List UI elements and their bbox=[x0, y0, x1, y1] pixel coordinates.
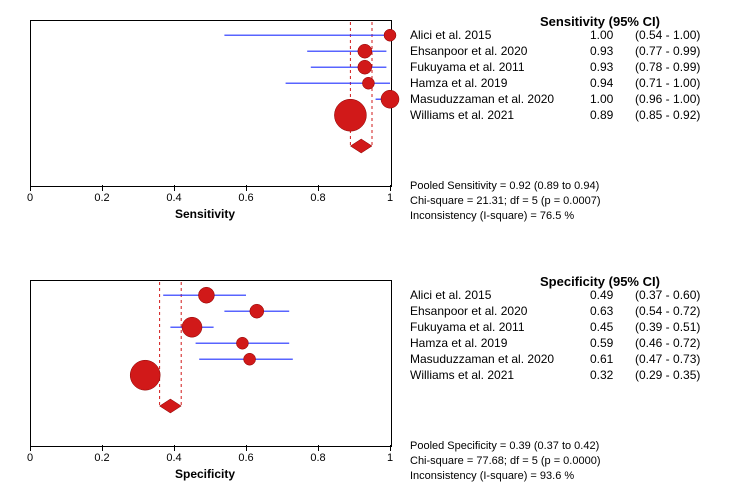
study-marker bbox=[198, 287, 214, 303]
study-ci: (0.37 - 0.60) bbox=[635, 288, 700, 302]
stat-line: Inconsistency (I-square) = 93.6 % bbox=[410, 470, 574, 482]
axis-label: Sensitivity bbox=[175, 207, 235, 221]
study-ci: (0.39 - 0.51) bbox=[635, 320, 700, 334]
axis-tick-label: 0.2 bbox=[94, 452, 109, 464]
axis-tick bbox=[102, 445, 103, 451]
study-marker bbox=[250, 304, 264, 318]
study-ci: (0.46 - 0.72) bbox=[635, 336, 700, 350]
study-ci: (0.47 - 0.73) bbox=[635, 352, 700, 366]
study-estimate: 0.63 bbox=[590, 304, 613, 318]
axis-tick-label: 0.2 bbox=[94, 192, 109, 204]
study-name: Hamza et al. 2019 bbox=[410, 76, 507, 90]
study-estimate: 0.94 bbox=[590, 76, 613, 90]
stat-line: Chi-square = 21.31; df = 5 (p = 0.0007) bbox=[410, 195, 601, 207]
study-ci: (0.54 - 1.00) bbox=[635, 28, 700, 42]
stat-line: Pooled Sensitivity = 0.92 (0.89 to 0.94) bbox=[410, 180, 599, 192]
axis-tick-label: 0.4 bbox=[166, 452, 181, 464]
column-header: Sensitivity (95% CI) bbox=[540, 14, 660, 29]
axis-tick bbox=[30, 185, 31, 191]
study-ci: (0.54 - 0.72) bbox=[635, 304, 700, 318]
study-estimate: 1.00 bbox=[590, 92, 613, 106]
study-name: Williams et al. 2021 bbox=[410, 368, 514, 382]
study-marker bbox=[384, 29, 396, 41]
forest-svg bbox=[30, 20, 390, 185]
study-marker bbox=[334, 99, 366, 131]
study-marker bbox=[358, 44, 372, 58]
study-marker bbox=[381, 90, 399, 108]
study-estimate: 1.00 bbox=[590, 28, 613, 42]
axis-tick bbox=[246, 445, 247, 451]
study-name: Hamza et al. 2019 bbox=[410, 336, 507, 350]
study-marker bbox=[362, 77, 374, 89]
study-estimate: 0.89 bbox=[590, 108, 613, 122]
study-ci: (0.71 - 1.00) bbox=[635, 76, 700, 90]
study-ci: (0.85 - 0.92) bbox=[635, 108, 700, 122]
axis-tick-label: 0.6 bbox=[238, 192, 253, 204]
study-estimate: 0.93 bbox=[590, 44, 613, 58]
axis-tick bbox=[174, 185, 175, 191]
axis-tick bbox=[390, 185, 391, 191]
axis-tick-label: 0.8 bbox=[310, 452, 325, 464]
study-name: Williams et al. 2021 bbox=[410, 108, 514, 122]
axis-tick bbox=[318, 445, 319, 451]
study-estimate: 0.61 bbox=[590, 352, 613, 366]
study-estimate: 0.93 bbox=[590, 60, 613, 74]
study-name: Masuduzzaman et al. 2020 bbox=[410, 352, 554, 366]
study-name: Alici et al. 2015 bbox=[410, 288, 491, 302]
study-ci: (0.77 - 0.99) bbox=[635, 44, 700, 58]
axis-tick bbox=[390, 445, 391, 451]
study-marker bbox=[244, 353, 256, 365]
study-marker bbox=[130, 360, 160, 390]
stat-line: Pooled Specificity = 0.39 (0.37 to 0.42) bbox=[410, 440, 599, 452]
study-name: Ehsanpoor et al. 2020 bbox=[410, 304, 527, 318]
study-name: Alici et al. 2015 bbox=[410, 28, 491, 42]
study-marker bbox=[358, 60, 372, 74]
study-name: Fukuyama et al. 2011 bbox=[410, 60, 525, 74]
axis-tick bbox=[30, 445, 31, 451]
axis-tick-label: 0 bbox=[27, 452, 33, 464]
axis-tick bbox=[174, 445, 175, 451]
axis-tick-label: 0 bbox=[27, 192, 33, 204]
stat-line: Chi-square = 77.68; df = 5 (p = 0.0000) bbox=[410, 455, 601, 467]
pooled-diamond bbox=[350, 139, 372, 153]
study-name: Fukuyama et al. 2011 bbox=[410, 320, 525, 334]
forest-svg bbox=[30, 280, 390, 445]
axis-tick-label: 1 bbox=[387, 192, 393, 204]
axis-tick-label: 0.6 bbox=[238, 452, 253, 464]
study-ci: (0.96 - 1.00) bbox=[635, 92, 700, 106]
axis-label: Specificity bbox=[175, 467, 235, 481]
study-estimate: 0.49 bbox=[590, 288, 613, 302]
study-name: Ehsanpoor et al. 2020 bbox=[410, 44, 527, 58]
study-marker bbox=[182, 317, 202, 337]
axis-tick bbox=[246, 185, 247, 191]
column-header: Specificity (95% CI) bbox=[540, 274, 660, 289]
study-ci: (0.78 - 0.99) bbox=[635, 60, 700, 74]
study-estimate: 0.45 bbox=[590, 320, 613, 334]
study-ci: (0.29 - 0.35) bbox=[635, 368, 700, 382]
axis-tick-label: 0.4 bbox=[166, 192, 181, 204]
study-marker bbox=[236, 337, 248, 349]
axis-tick bbox=[318, 185, 319, 191]
axis-tick-label: 1 bbox=[387, 452, 393, 464]
study-name: Masuduzzaman et al. 2020 bbox=[410, 92, 554, 106]
axis-tick bbox=[102, 185, 103, 191]
study-estimate: 0.32 bbox=[590, 368, 613, 382]
study-estimate: 0.59 bbox=[590, 336, 613, 350]
pooled-diamond bbox=[160, 399, 182, 413]
axis-tick-label: 0.8 bbox=[310, 192, 325, 204]
stat-line: Inconsistency (I-square) = 76.5 % bbox=[410, 210, 574, 222]
